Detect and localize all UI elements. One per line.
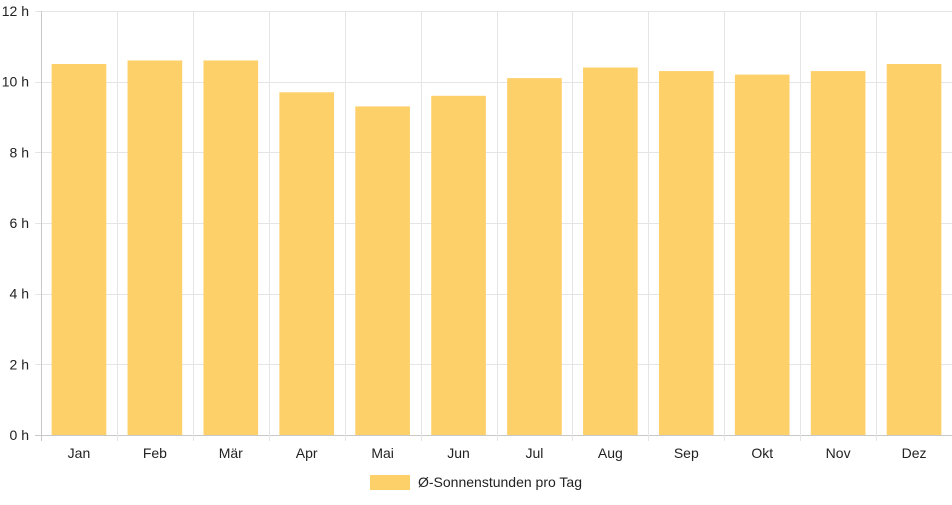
legend-label: Ø-Sonnenstunden pro Tag — [418, 474, 582, 490]
axis-layer: 0 h 2 h 4 h 6 h 8 h 10 h 12 h Jan Feb Mär Apr Mai Ju… — [2, 3, 927, 461]
bar — [127, 60, 183, 435]
legend[interactable]: Ø-Sonnenstunden pro Tag — [0, 470, 952, 494]
x-tick-label: Aug — [598, 445, 623, 461]
y-tick-label: 12 h — [2, 3, 29, 19]
y-tick-label: 4 h — [10, 286, 29, 302]
bar — [279, 92, 335, 436]
x-tick-label: Sep — [674, 445, 699, 461]
x-tick-label: Nov — [826, 445, 851, 461]
bar — [583, 67, 638, 436]
x-tick-label: Jul — [526, 445, 544, 461]
bar — [203, 60, 259, 435]
y-tick-label: 8 h — [10, 144, 29, 160]
x-tick-label: Okt — [751, 445, 773, 461]
bar — [51, 64, 107, 435]
bar — [658, 71, 714, 436]
x-tick-label: Apr — [296, 445, 318, 461]
bar — [431, 95, 486, 436]
x-tick-label: Mai — [371, 445, 394, 461]
bar-layer — [51, 60, 942, 436]
y-tick-label: 0 h — [10, 427, 29, 443]
y-tick-label: 6 h — [10, 215, 29, 231]
x-tick-label: Jun — [447, 445, 470, 461]
bar — [886, 64, 942, 435]
x-tick-label: Feb — [143, 445, 167, 461]
bar — [810, 71, 866, 436]
bar — [507, 78, 562, 435]
legend-swatch — [370, 474, 410, 490]
bar — [355, 106, 410, 436]
grid-layer — [35, 11, 952, 441]
bar — [734, 74, 790, 435]
y-tick-label: 2 h — [10, 356, 29, 372]
y-tick-label: 10 h — [2, 74, 29, 90]
x-tick-label: Mär — [219, 445, 243, 461]
x-tick-label: Jan — [68, 445, 91, 461]
x-tick-label: Dez — [902, 445, 927, 461]
